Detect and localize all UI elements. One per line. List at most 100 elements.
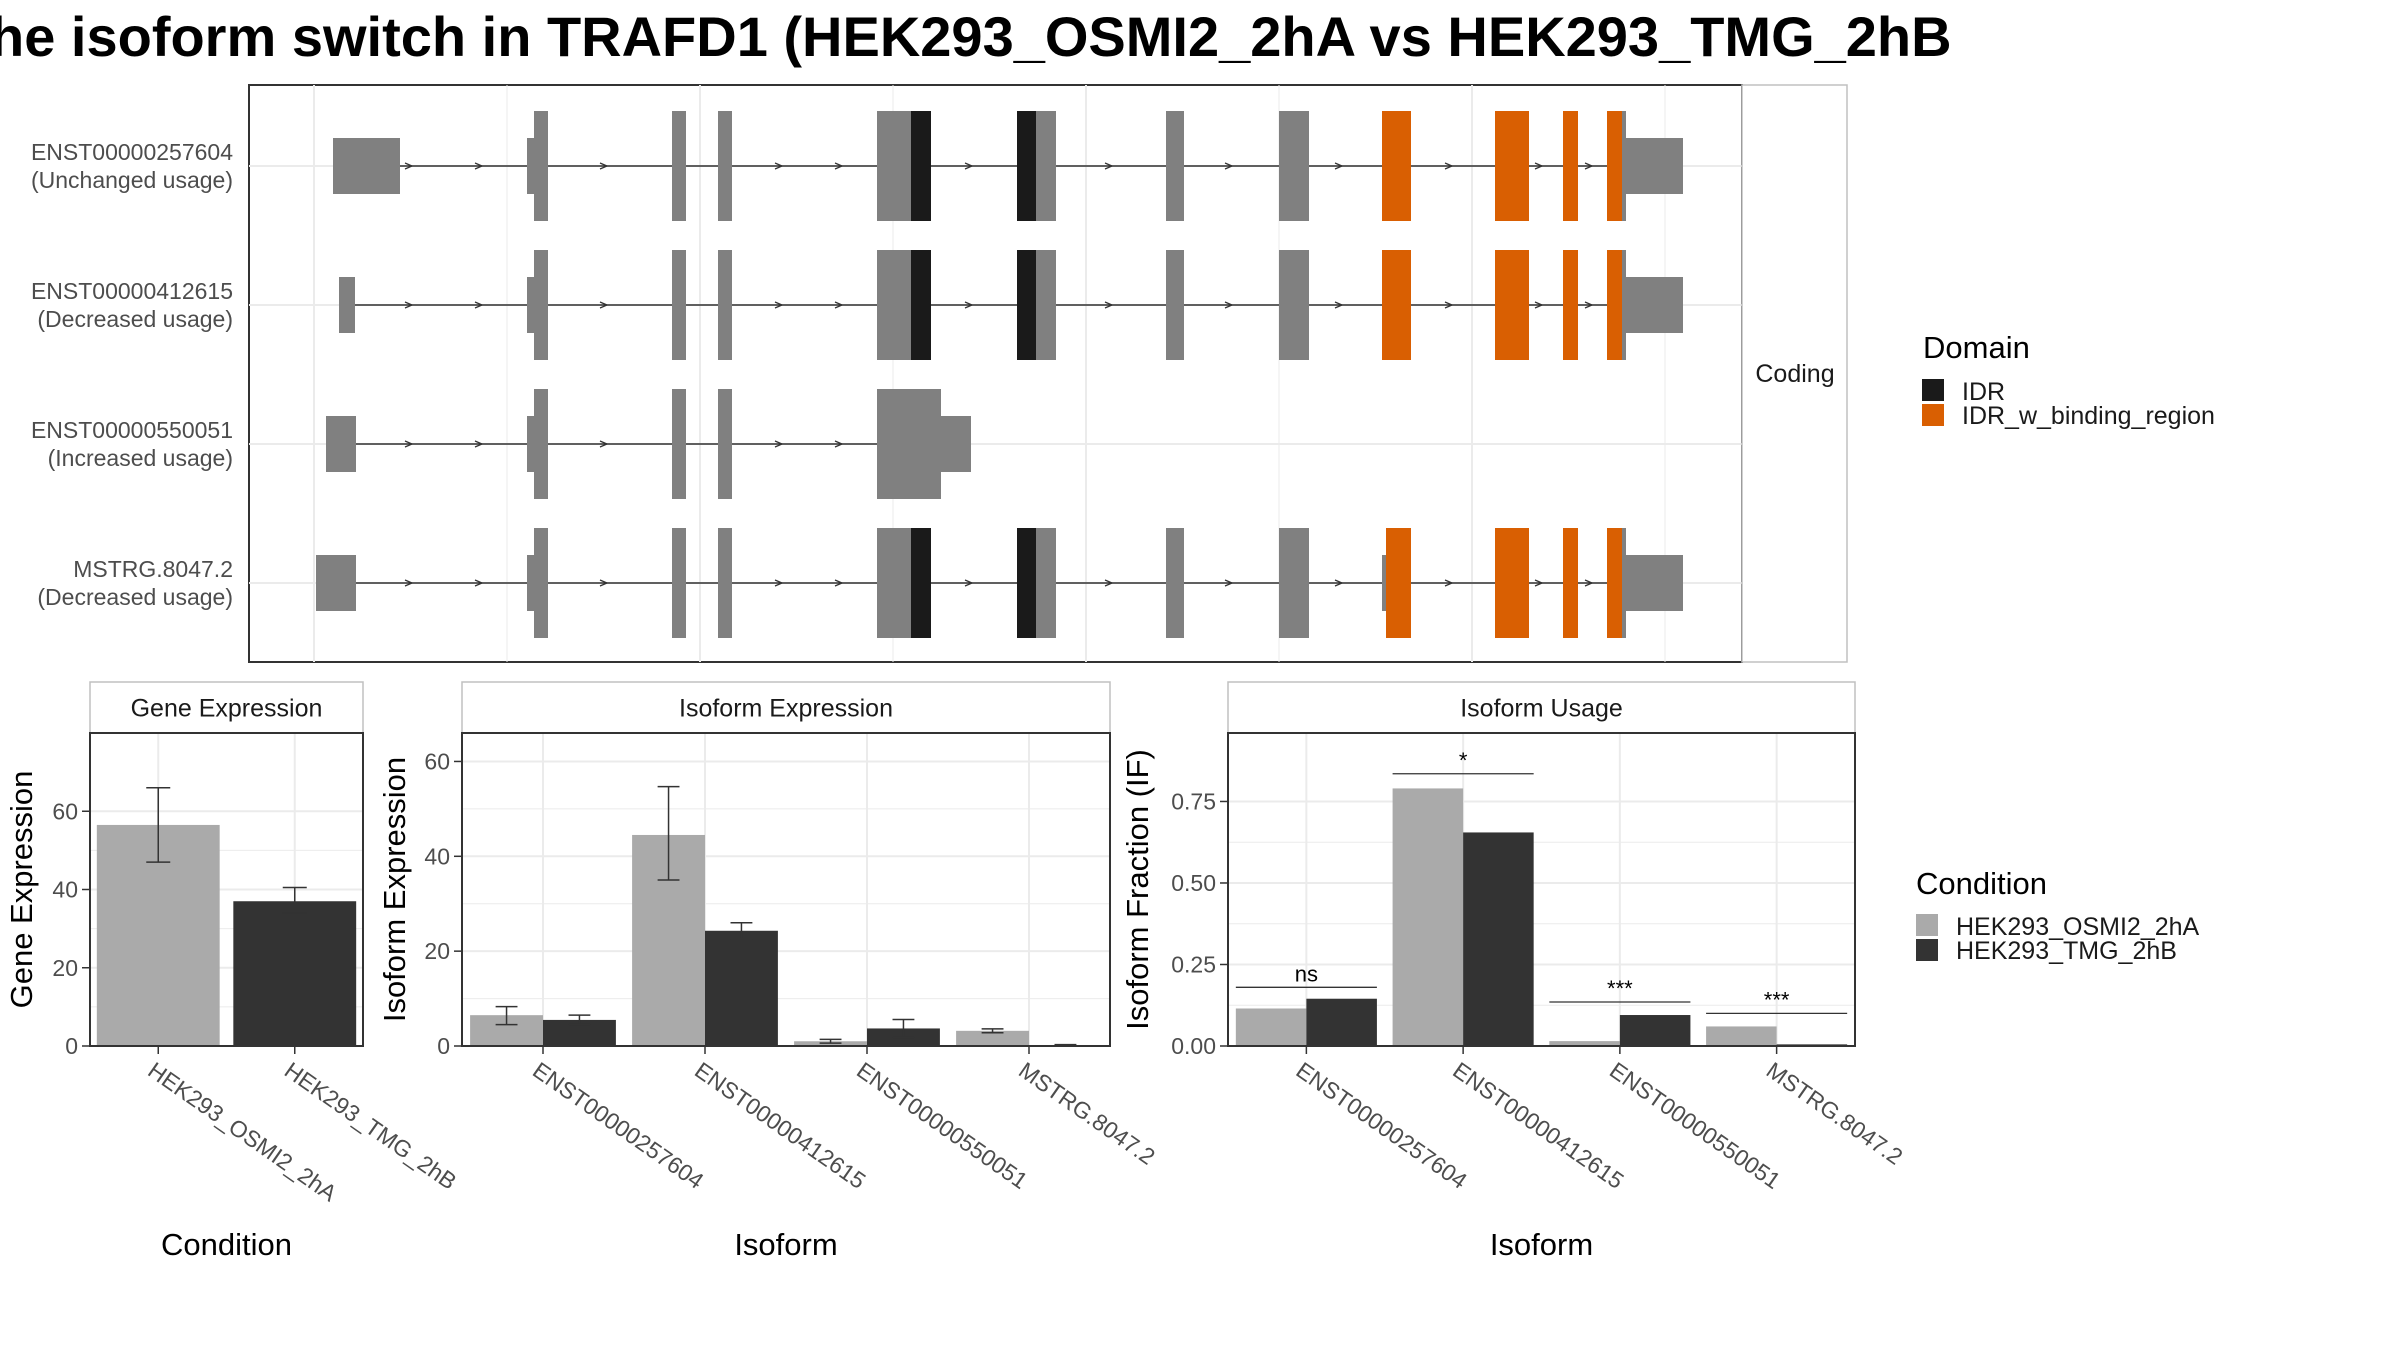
intron-arrow (964, 579, 974, 587)
intron-arrow (1104, 301, 1114, 309)
panel-title: Gene Expression (131, 695, 323, 723)
domain-idr-binding (1382, 250, 1411, 360)
intron-arrow (474, 301, 484, 309)
isoform-id-label: ENST00000550051 (31, 417, 233, 443)
exon-cds (877, 111, 911, 221)
plot-border (461, 732, 1111, 1047)
exon-utr-end (1626, 138, 1683, 194)
domain-idr-binding (1563, 250, 1578, 360)
intron-arrow (404, 440, 414, 448)
x-axis-title: Isoform (734, 1227, 837, 1262)
exon-utr-start (326, 416, 356, 472)
legend-swatch-cond-a (1916, 914, 1938, 936)
exon-utr-end (1626, 555, 1683, 611)
legend-swatch-idr (1922, 379, 1944, 401)
domain-idr-binding (1563, 528, 1578, 638)
isoform-usage-panel: Isoform Usage ENST00000257604ENST00000412… (1120, 681, 1908, 1262)
bar (1306, 998, 1377, 1046)
intron-arrow (474, 579, 484, 587)
exon-cds (877, 250, 911, 360)
isoform-usage-note: (Unchanged usage) (31, 167, 233, 193)
domain-idr (1017, 528, 1036, 638)
bar (956, 1030, 1029, 1046)
x-tick-label: ENST00000412615 (1448, 1057, 1628, 1194)
isoform-id-label: ENST00000412615 (31, 278, 233, 304)
exon-cds (534, 250, 548, 360)
bar (1392, 788, 1464, 1046)
domain-idr-binding (1382, 111, 1411, 221)
exon-cds (718, 111, 732, 221)
domain-idr-binding (1607, 528, 1622, 638)
facet-label-coding: Coding (1755, 360, 1834, 388)
significance-label: *** (1764, 987, 1790, 1012)
intron-arrow (1334, 301, 1344, 309)
structure-tracks (316, 111, 1683, 638)
bar (1706, 1026, 1777, 1046)
bar (705, 930, 778, 1046)
intron-arrow (404, 579, 414, 587)
domain-legend: Domain IDR IDR_w_binding_region (1922, 330, 2215, 430)
intron-arrow (834, 162, 844, 170)
intron-arrow (1444, 162, 1454, 170)
exon-cds (1036, 528, 1056, 638)
panel-strip (461, 681, 1111, 734)
y-tick-label: 0.50 (1171, 870, 1216, 896)
domain-idr (1017, 111, 1036, 221)
isoform-usage-note: (Increased usage) (48, 445, 233, 471)
x-axis-title: Condition (161, 1227, 292, 1262)
isoform-id-label: MSTRG.8047.2 (73, 556, 233, 582)
y-axis-title: Isoform Expression (377, 757, 412, 1022)
exon-cds (718, 389, 732, 499)
bar (1619, 1015, 1691, 1046)
y-tick-label: 0.75 (1171, 788, 1216, 814)
y-tick-label: 0 (437, 1033, 450, 1059)
domain-idr-binding (1607, 250, 1622, 360)
legend-swatch-idr-binding (1922, 404, 1944, 426)
intron-arrow (1224, 579, 1234, 587)
y-tick-label: 0.00 (1171, 1033, 1216, 1059)
exon-cds (672, 250, 686, 360)
condition-legend-title: Condition (1916, 866, 2047, 901)
exon-utr-start (316, 555, 356, 611)
exon-cds (1622, 111, 1626, 221)
bar (1549, 1041, 1620, 1046)
domain-legend-title: Domain (1923, 330, 2030, 365)
exon-cds (534, 389, 548, 499)
exon-utr-start (339, 277, 355, 333)
intron-arrow (1534, 162, 1544, 170)
intron-arrow (474, 440, 484, 448)
exon-cds (534, 111, 548, 221)
isoform-track-4 (316, 528, 1683, 638)
exon-utr-end (941, 416, 971, 472)
intron-arrow (1224, 162, 1234, 170)
plot-border (1227, 732, 1856, 1047)
isoform-id-label: ENST00000257604 (31, 139, 233, 165)
exon-cds (1279, 111, 1309, 221)
isoform-track-2 (339, 250, 1683, 360)
intron-arrow (1584, 162, 1594, 170)
exon-cds (1166, 528, 1184, 638)
x-tick-label: ENST00000550051 (1605, 1057, 1785, 1194)
intron-arrow (1444, 301, 1454, 309)
isoform-track-3 (326, 389, 971, 499)
x-axis-title: Isoform (1490, 1227, 1593, 1262)
intron-arrow (599, 162, 609, 170)
domain-idr-binding (1563, 111, 1578, 221)
y-tick-label: 40 (52, 877, 78, 903)
intron-arrow (834, 579, 844, 587)
legend-swatch-cond-b (1916, 939, 1938, 961)
bar (233, 901, 357, 1046)
domain-idr-binding (1495, 528, 1529, 638)
domain-idr (1017, 250, 1036, 360)
plot-background (1228, 733, 1855, 1046)
domain-idr-binding (1495, 111, 1529, 221)
intron-arrow (404, 301, 414, 309)
intron-arrow (599, 301, 609, 309)
exon-cds-last (877, 389, 941, 499)
y-tick-label: 0 (65, 1033, 78, 1059)
isoform-expression-panel: Isoform ExpressionENST00000257604ENST000… (377, 681, 1160, 1262)
significance-label: *** (1607, 976, 1633, 1001)
intron-arrow (834, 440, 844, 448)
structure-isoform-labels: ENST00000257604(Unchanged usage) ENST0000… (31, 139, 233, 610)
exon-cds (1166, 250, 1184, 360)
